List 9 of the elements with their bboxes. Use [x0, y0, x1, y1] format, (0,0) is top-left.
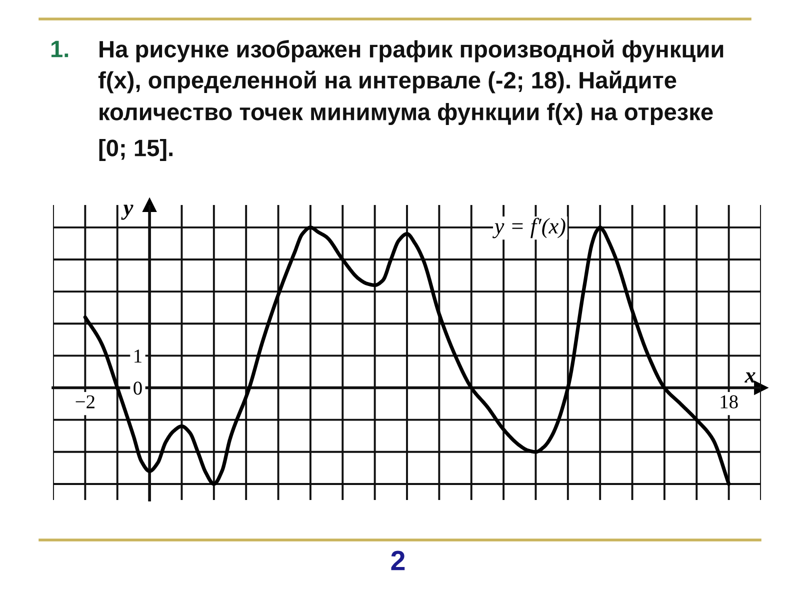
y-axis-title: y	[121, 204, 134, 220]
y-tick-label: 0	[134, 382, 142, 395]
series-label: y = f′(x)	[492, 218, 566, 238]
y-tick-label: 1	[134, 350, 142, 362]
chart-title: 1. На рисунке изображен график производной функции f(x), определенной на интервале (-2; 18). Найдите количество точек минимума функции f(x) на отрезке [0; 15].	[51, 40, 724, 162]
x-axis-title: x	[744, 372, 756, 383]
x-tick-label: −2	[76, 395, 94, 408]
text: 2	[391, 550, 405, 570]
x-tick-label: 18	[720, 395, 738, 408]
